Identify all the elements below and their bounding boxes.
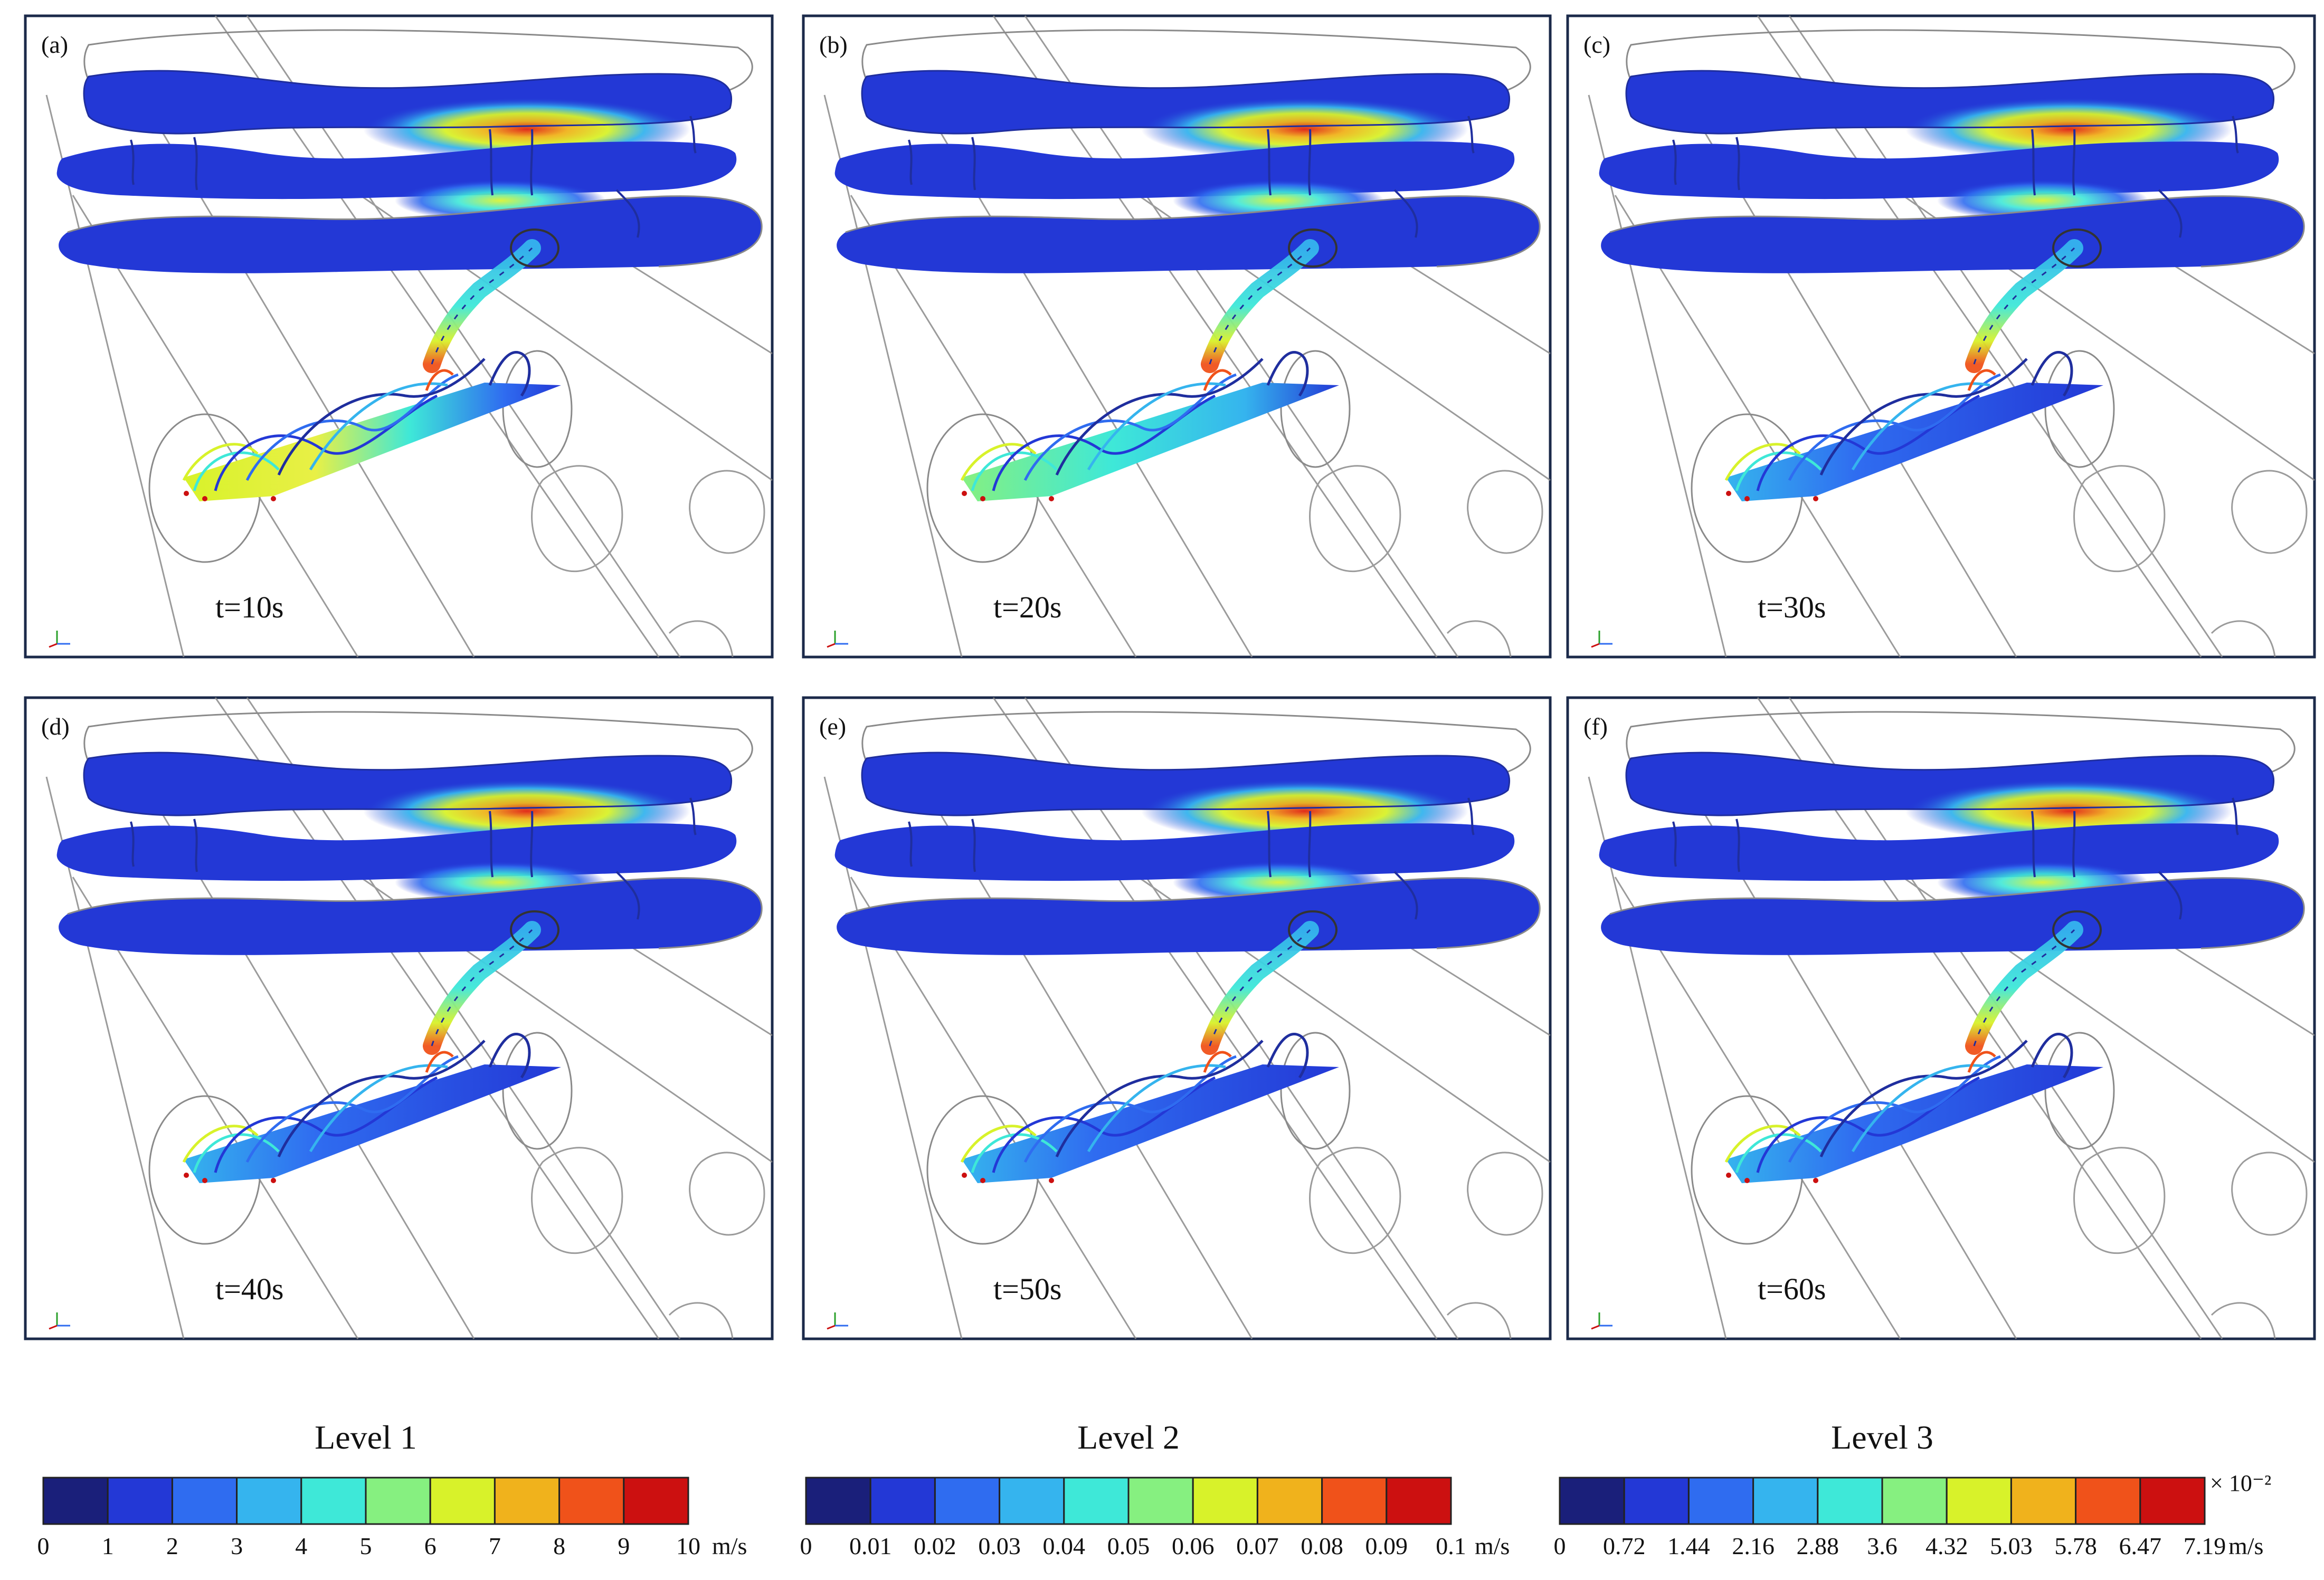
panel-label: (e) xyxy=(819,713,846,740)
simulation-panel: (b) t=20s xyxy=(802,14,1552,659)
panel-label: (b) xyxy=(819,31,848,58)
tick-label: 0 xyxy=(37,1533,50,1559)
time-label: t=40s xyxy=(215,1272,283,1306)
simulation-panel: (e) t=50s xyxy=(802,696,1552,1340)
tick-label: 0.06 xyxy=(1172,1533,1215,1559)
panel-label: (f) xyxy=(1583,713,1608,740)
colorbar-segment xyxy=(107,1477,173,1525)
tick-label: 5 xyxy=(360,1533,372,1559)
colorbar-segment xyxy=(1946,1477,2012,1525)
tick-label: 7.19 xyxy=(2184,1533,2226,1559)
panel-grid: (a) t=10s xyxy=(24,14,2316,1340)
tick-label: 4.32 xyxy=(1925,1533,1968,1559)
tick-label: 6.47 xyxy=(2119,1533,2162,1559)
tick-label: 0.02 xyxy=(914,1533,956,1559)
simulation-panel: (a) t=10s xyxy=(24,14,774,659)
time-label: t=60s xyxy=(1758,1272,1826,1306)
panel-label: (c) xyxy=(1583,31,1610,58)
colorbar-segment xyxy=(869,1477,936,1525)
panel-label: (d) xyxy=(41,713,70,740)
tick-label: 0 xyxy=(800,1533,812,1559)
tick-label: 1.44 xyxy=(1667,1533,1710,1559)
colorbar-segment xyxy=(2075,1477,2141,1525)
tick-label: 0.03 xyxy=(978,1533,1021,1559)
tick-label: 9 xyxy=(618,1533,630,1559)
colorbar-segment xyxy=(1063,1477,1130,1525)
colorbar-segment xyxy=(1687,1477,1754,1525)
colorbar-segment xyxy=(1752,1477,1819,1525)
colorbar-legend: Level 2 0 0.01 0.02 0.03 0.04 0.05 0.06 0.07 0.08… xyxy=(800,1419,1510,1559)
colorbar-segment xyxy=(365,1477,431,1525)
simulation-panel: (c) t=30s xyxy=(1566,14,2316,659)
tick-label: 4 xyxy=(295,1533,307,1559)
colorbar-segment xyxy=(1321,1477,1388,1525)
tick-label: 0.08 xyxy=(1301,1533,1343,1559)
colorbar-segment xyxy=(934,1477,1001,1525)
colorbar-segment xyxy=(42,1477,109,1525)
colorbar-segment xyxy=(2139,1477,2206,1525)
colorbar-legend: Level 3 0 0.72 1.44 2.16 2.88 3.6 4.32 5.03 5.78 6… xyxy=(1554,1419,2272,1559)
colorbar-segment xyxy=(1817,1477,1883,1525)
colorbar-segment xyxy=(999,1477,1065,1525)
colorbar-segment xyxy=(1623,1477,1690,1525)
tick-label: 0.1 xyxy=(1436,1533,1466,1559)
colorbar-segment xyxy=(300,1477,367,1525)
tick-label: 2.88 xyxy=(1797,1533,1839,1559)
tick-label: 3 xyxy=(231,1533,243,1559)
colorbar-segment xyxy=(805,1477,871,1525)
tick-label: 0.09 xyxy=(1365,1533,1408,1559)
tick-label: 0.07 xyxy=(1236,1533,1279,1559)
legend-title: Level 1 xyxy=(315,1419,417,1456)
simulation-panel: (d) t=40s xyxy=(24,696,774,1340)
scale-multiplier: × 10⁻² xyxy=(2210,1470,2271,1496)
tick-label: 0.04 xyxy=(1043,1533,1086,1559)
tick-label: 5.03 xyxy=(1990,1533,2033,1559)
colorbar-segment xyxy=(429,1477,496,1525)
tick-label: 0 xyxy=(1554,1533,1566,1559)
colorbar-segment xyxy=(236,1477,302,1525)
tick-label: 0.05 xyxy=(1107,1533,1150,1559)
colorbar-segment xyxy=(623,1477,689,1525)
time-label: t=10s xyxy=(215,590,283,624)
tick-label: 2.16 xyxy=(1732,1533,1775,1559)
legend-title: Level 2 xyxy=(1077,1419,1180,1456)
colorbar-segment xyxy=(171,1477,238,1525)
time-label: t=50s xyxy=(993,1272,1061,1306)
legend-row: Level 1 0 1 2 3 4 5 6 7 8 9 10 m/s Level 2 0 0.01 0.02 0.… xyxy=(37,1419,2272,1559)
unit-label: m/s xyxy=(2228,1533,2263,1559)
colorbar-segment xyxy=(558,1477,625,1525)
tick-label: 5.78 xyxy=(2054,1533,2097,1559)
colorbar-segment xyxy=(1256,1477,1323,1525)
tick-label: 0.72 xyxy=(1603,1533,1646,1559)
tick-label: 2 xyxy=(166,1533,178,1559)
time-label: t=30s xyxy=(1758,590,1826,624)
time-label: t=20s xyxy=(993,590,1061,624)
tick-label: 10 xyxy=(676,1533,700,1559)
tick-label: 8 xyxy=(553,1533,565,1559)
colorbar-segment xyxy=(1881,1477,1948,1525)
tick-label: 0.01 xyxy=(849,1533,892,1559)
tick-label: 1 xyxy=(102,1533,114,1559)
tick-label: 3.6 xyxy=(1867,1533,1898,1559)
colorbar-segment xyxy=(1192,1477,1258,1525)
colorbar-segment xyxy=(1559,1477,1625,1525)
colorbar-segment xyxy=(1127,1477,1194,1525)
colorbar-segment xyxy=(2010,1477,2077,1525)
legend-title: Level 3 xyxy=(1831,1419,1933,1456)
colorbar-legend: Level 1 0 1 2 3 4 5 6 7 8 9 10 m/s xyxy=(37,1419,747,1559)
colorbar-segment xyxy=(1386,1477,1452,1525)
simulation-panel: (f) t=60s xyxy=(1566,696,2316,1340)
tick-label: 7 xyxy=(489,1533,501,1559)
unit-label: m/s xyxy=(712,1533,747,1559)
unit-label: m/s xyxy=(1475,1533,1510,1559)
panel-label: (a) xyxy=(41,31,68,58)
colorbar-segment xyxy=(494,1477,561,1525)
tick-label: 6 xyxy=(424,1533,437,1559)
